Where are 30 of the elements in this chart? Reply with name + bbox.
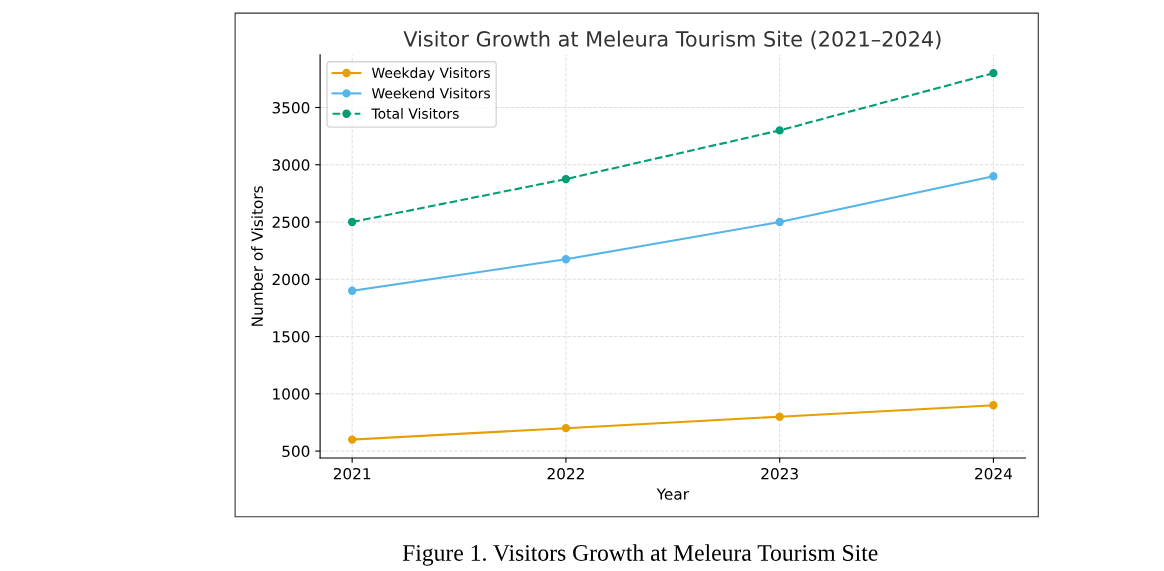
y-tick-label: 1500 <box>273 331 310 343</box>
x-tick-label: 2024 <box>975 467 1012 480</box>
point <box>561 255 571 264</box>
y-tick-label: 2500 <box>272 216 310 229</box>
y-tick-label: 3500 <box>272 101 310 114</box>
point <box>347 286 357 295</box>
point <box>775 217 784 227</box>
caption: Figure 1. Visitors Growth at Meleura Tourism Site <box>402 544 878 566</box>
x-tick-label: 2023 <box>761 467 798 480</box>
point <box>989 172 998 181</box>
legend-label: Total Visitors <box>371 108 459 119</box>
y-axis-title: Number of Visitors <box>251 186 263 326</box>
point <box>347 217 357 227</box>
point <box>775 126 784 135</box>
point <box>561 174 571 184</box>
x-axis-title: Year <box>656 488 689 500</box>
y-tick-label: 3000 <box>272 159 310 171</box>
point <box>989 401 998 410</box>
point <box>347 435 357 444</box>
point <box>989 68 998 78</box>
y-tick-label: 1000 <box>273 388 310 400</box>
chart-title: Visitor Growth at Meleura Tourism Site (2021–2024) <box>403 30 941 50</box>
point <box>775 412 784 421</box>
y-tick-label: 500 <box>282 445 310 458</box>
point <box>561 423 571 433</box>
x-tick-label: 2022 <box>547 467 584 480</box>
y-tick-label: 2000 <box>272 273 310 286</box>
legend-label: Weekend Visitors <box>371 87 490 99</box>
x-tick-label: 2021 <box>333 467 371 480</box>
legend-label: Weekday Visitors <box>371 67 490 81</box>
